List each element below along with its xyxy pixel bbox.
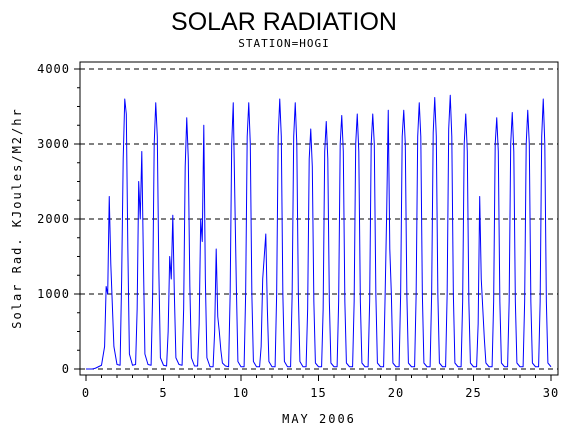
solar-radiation-series-line	[86, 94, 552, 370]
x-tick-label: 10	[233, 386, 249, 400]
series-layer	[86, 94, 552, 370]
y-tick-label: 0	[62, 362, 70, 376]
y-tick-label: 2000	[37, 212, 70, 226]
chart-title: SOLAR RADIATION	[171, 8, 397, 36]
x-tick-label: 20	[388, 386, 404, 400]
x-axis-label: MAY 2006	[282, 412, 356, 426]
x-tick-label: 0	[82, 386, 90, 400]
x-tick-label: 30	[543, 386, 559, 400]
y-tick-label: 4000	[37, 62, 70, 76]
x-tick-label: 25	[465, 386, 481, 400]
x-tick-label: 5	[159, 386, 167, 400]
y-tick-label: 3000	[37, 137, 70, 151]
y-axis-label: Solar Rad. KJoules/M2/hr	[10, 107, 24, 328]
chart-subtitle: STATION=HOGI	[238, 37, 329, 50]
y-tick-label: 1000	[37, 287, 70, 301]
axis-ticks: 0 1000 2000 3000 4000 0 5 10 15 20 25 30	[37, 62, 559, 400]
x-tick-label: 15	[310, 386, 326, 400]
